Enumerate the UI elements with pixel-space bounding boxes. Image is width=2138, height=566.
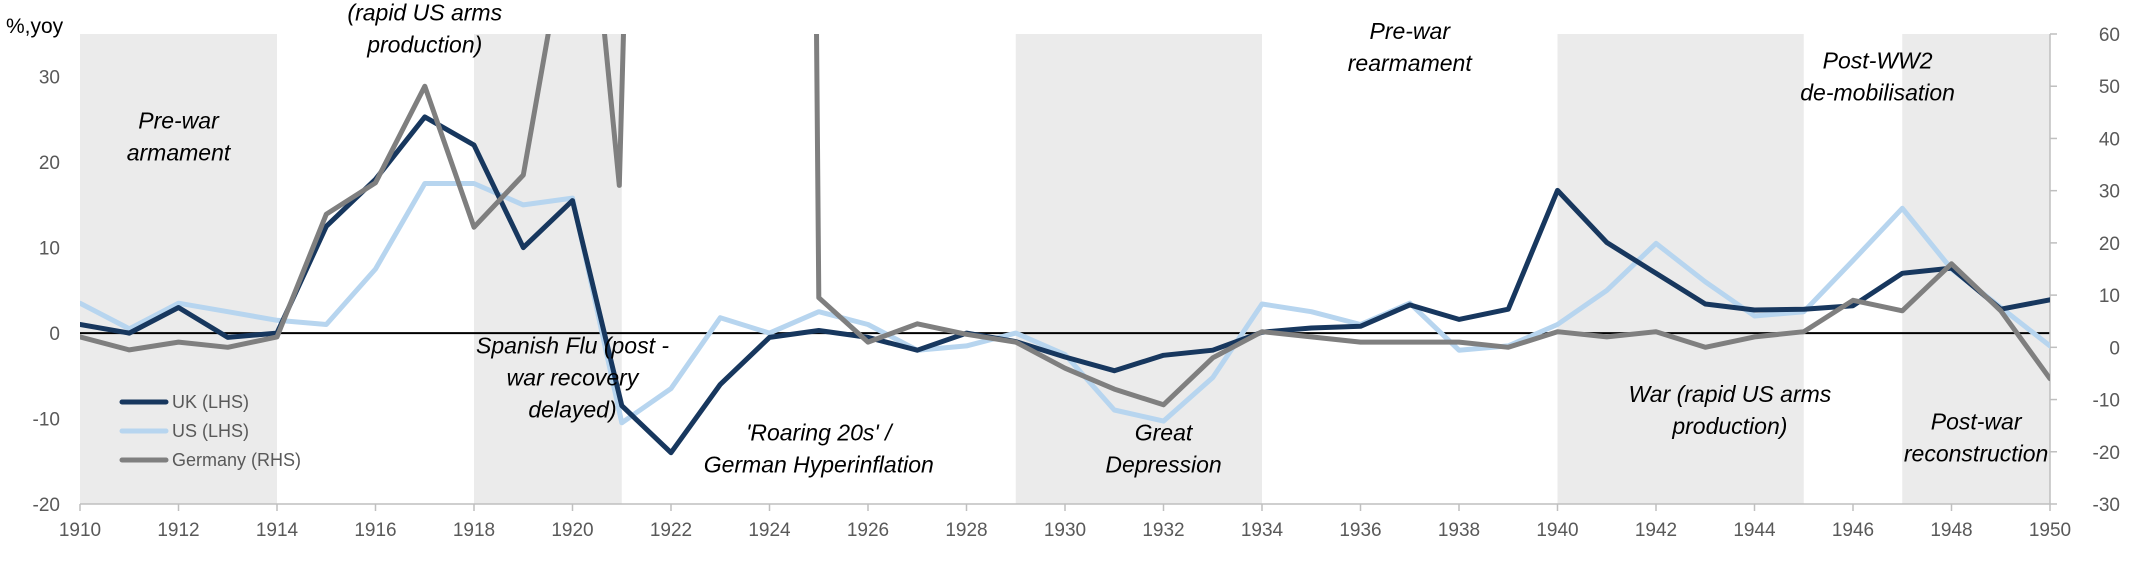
x-tick-label: 1950 [2029,520,2071,541]
y-right-tick-label: -30 [2093,495,2120,516]
y-right-tick-label: 10 [2099,286,2120,307]
annotation-spanish-flu: delayed) [528,397,616,423]
y-unit-label: %,yoy [6,15,64,38]
annotation-roaring-20s: German Hyperinflation [704,451,934,477]
annotation-pre-war-armament: Pre-war [138,108,220,134]
legend-label-2: Germany (RHS) [172,450,301,470]
x-tick-label: 1924 [748,520,791,541]
y-left-tick-label: 20 [39,153,60,174]
y-right-tick-label: 50 [2099,77,2120,98]
series-lines [80,34,2050,456]
annotation-great-depression: Depression [1105,451,1221,477]
x-tick-label: 1948 [1930,520,1972,541]
x-tick-label: 1936 [1339,520,1381,541]
y-left-tick-label: 0 [49,324,60,345]
annotation-post-war-reconstruction: Post-war [1931,408,2023,434]
axes: 1910 1912 1914 1916 1918 1920 1922 1924 1926 1928… [33,25,2120,541]
annotation-roaring-20s: 'Roaring 20s' / [746,419,894,445]
x-tick-label: 1926 [847,520,889,541]
shaded-period-3 [1557,34,1804,504]
x-tick-label: 1938 [1438,520,1480,541]
x-tick-label: 1928 [945,520,987,541]
series-line-germany [80,34,2050,408]
annotations: Pre-wararmamentUS joins war in 1916(rapi… [127,0,2049,477]
shaded-period-0 [80,34,277,504]
annotation-pre-war-rearmament: rearmament [1348,50,1474,76]
annotation-post-war-reconstruction: reconstruction [1904,440,2048,466]
y-left-tick-label: 10 [39,239,60,260]
x-tick-label: 1918 [453,520,495,541]
annotation-great-depression: Great [1135,419,1194,445]
annotation-pre-war-armament: armament [127,140,232,166]
series-line-uk [80,114,2050,456]
annotation-spanish-flu: Spanish Flu (post - [476,333,669,359]
shaded-period-2 [1015,34,1262,504]
y-left-tick-label: -10 [33,410,60,431]
x-tick-label: 1922 [650,520,692,541]
x-tick-label: 1914 [256,520,299,541]
legend-label-0: UK (LHS) [172,392,249,412]
annotation-us-joins-war-1916: production) [366,32,482,58]
x-tick-label: 1944 [1733,520,1776,541]
x-tick-label: 1946 [1832,520,1874,541]
y-right-tick-label: -20 [2093,443,2120,464]
annotation-us-joins-war-1916: (rapid US arms [347,0,502,26]
y-left-tick-label: -20 [33,495,60,516]
x-tick-label: 1912 [157,520,199,541]
x-tick-label: 1940 [1536,520,1578,541]
x-tick-label: 1930 [1044,520,1086,541]
y-right-tick-label: 40 [2099,129,2120,150]
y-right-tick-label: 30 [2099,182,2120,203]
y-left-tick-label: 30 [39,68,60,89]
annotation-war-rapid-us-arms: War (rapid US arms [1628,381,1831,407]
y-right-tick-label: 0 [2109,338,2120,359]
annotation-post-ww2-demobilisation: de-mobilisation [1800,80,1955,106]
y-right-tick-label: -10 [2093,391,2120,412]
annotation-post-ww2-demobilisation: Post-WW2 [1823,48,1933,74]
legend-label-1: US (LHS) [172,421,249,441]
annotation-pre-war-rearmament: Pre-war [1369,18,1451,44]
x-tick-label: 1910 [59,520,101,541]
shaded-period-1 [474,34,622,504]
x-tick-label: 1934 [1241,520,1284,541]
x-tick-label: 1932 [1142,520,1184,541]
x-tick-label: 1920 [551,520,593,541]
annotation-spanish-flu: war recovery [507,365,640,391]
legend: UK (LHS) US (LHS) Germany (RHS) [119,392,301,470]
y-right-tick-label: 20 [2099,234,2120,255]
y-right-tick-label: 60 [2099,25,2120,46]
x-tick-label: 1916 [354,520,396,541]
annotation-war-rapid-us-arms: production) [1671,413,1787,439]
x-tick-label: 1942 [1635,520,1677,541]
